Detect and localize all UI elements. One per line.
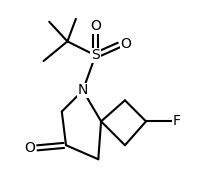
Text: O: O (120, 37, 131, 51)
Text: S: S (91, 49, 99, 62)
Text: F: F (172, 114, 180, 128)
Text: O: O (24, 141, 35, 155)
Text: O: O (90, 19, 100, 33)
Text: N: N (77, 83, 88, 98)
